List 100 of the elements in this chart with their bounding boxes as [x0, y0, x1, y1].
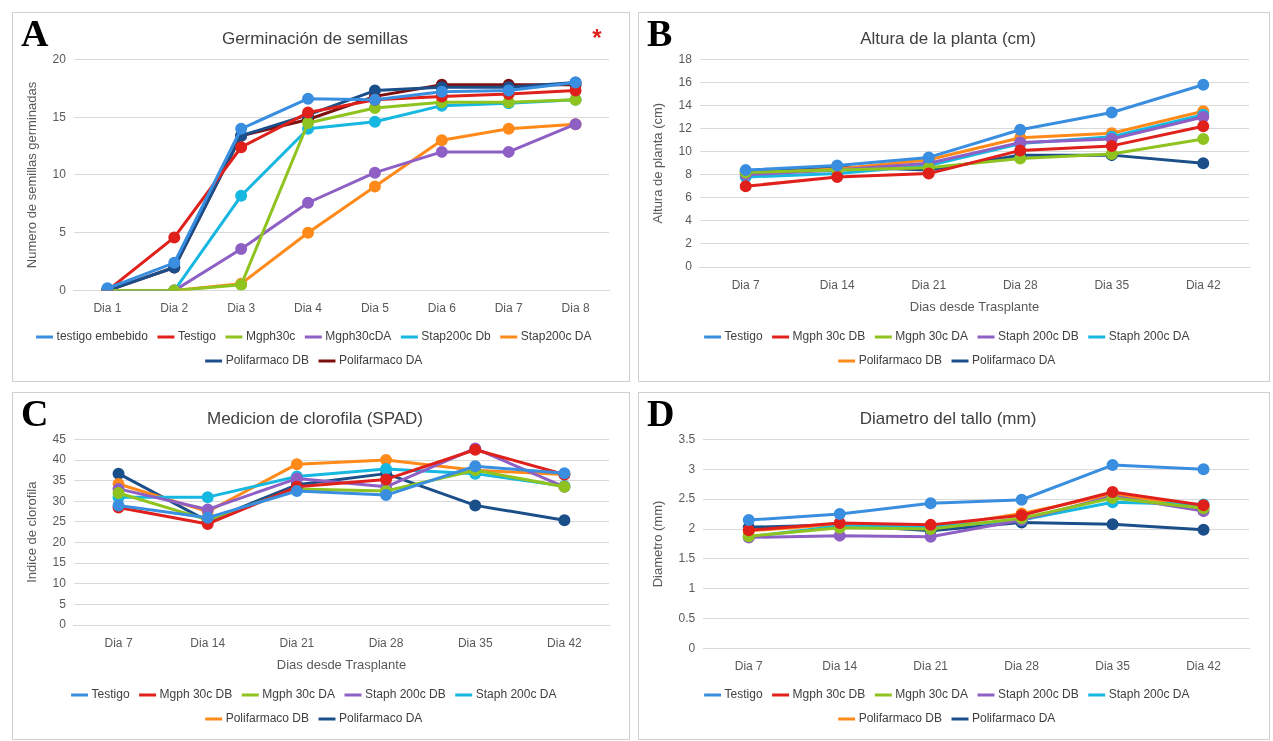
- legend-label: Mgph30c: [245, 329, 296, 344]
- legend-label: Testigo: [91, 687, 130, 702]
- legend-label: Polifarmaco DA: [339, 711, 423, 726]
- y-tick-label: 6: [685, 190, 693, 205]
- x-tick-label: Dia 42: [1186, 659, 1222, 674]
- y-tick-label: 30: [52, 493, 67, 508]
- legend-label: Staph 200c DA: [1108, 329, 1190, 344]
- legend-label: Mgph 30c DA: [895, 687, 968, 702]
- x-tick-label: Dia 21: [913, 659, 949, 674]
- legend-label: Polifarmaco DA: [339, 353, 423, 368]
- chart-title: Altura de la planta (cm): [860, 28, 1036, 48]
- x-tick-label: Dia 28: [368, 635, 404, 650]
- y-tick-label: 10: [52, 167, 67, 182]
- x-tick-label: Dia 14: [819, 277, 855, 292]
- y-tick-label: 15: [52, 555, 67, 570]
- legend-label: Testigo: [177, 329, 217, 344]
- y-tick-label: 2: [685, 236, 693, 251]
- x-tick-label: Dia 7: [104, 635, 133, 650]
- x-tick-label: Dia 7: [494, 301, 524, 316]
- text: B: [647, 11, 673, 54]
- legend-label: Mgph 30c DA: [262, 687, 335, 702]
- x-tick-label: Dia 42: [547, 635, 583, 650]
- x-axis-title: Dias desde Trasplante: [909, 298, 1040, 314]
- legend-label: Mgph30cDA: [325, 329, 392, 344]
- y-tick-label: 12: [678, 120, 693, 135]
- y-tick-label: 18: [678, 51, 693, 66]
- legend-label: Staph 200c DA: [1108, 687, 1190, 702]
- legend-label: Staph 200c DB: [998, 329, 1079, 344]
- y-tick-label: 16: [678, 74, 693, 89]
- legend-label: Staph 200c DA: [475, 687, 557, 702]
- x-tick-label: Dia 28: [1002, 277, 1038, 292]
- y-tick-label: 3.5: [678, 431, 696, 446]
- y-tick-label: 0: [59, 282, 67, 297]
- y-tick-label: 0: [59, 617, 67, 632]
- y-axis-title: Altura de planta (cm): [650, 102, 666, 224]
- y-tick-label: 4: [685, 213, 693, 228]
- y-tick-label: 20: [52, 534, 67, 549]
- chart-title: Germinación de semillas: [221, 28, 409, 48]
- legend-label: Mgph 30c DB: [159, 687, 233, 702]
- x-tick-label: Dia 8: [561, 301, 590, 316]
- y-tick-label: 5: [59, 596, 67, 611]
- text: *: [592, 23, 603, 51]
- x-tick-label: Dia 2: [160, 301, 189, 316]
- x-tick-label: Dia 6: [427, 301, 457, 316]
- legend-label: Mgph 30c DA: [895, 329, 968, 344]
- x-tick-label: Dia 21: [279, 635, 315, 650]
- legend-label: Mgph 30c DB: [792, 329, 866, 344]
- legend-label: Staph 200c DB: [365, 687, 446, 702]
- legend-label: Polifarmaco DB: [225, 711, 310, 726]
- legend-label: Stap200c Db: [421, 329, 492, 344]
- x-tick-label: Dia 35: [457, 635, 493, 650]
- y-axis-title: Diametro (mm): [650, 500, 666, 588]
- y-tick-label: 1.5: [678, 551, 696, 566]
- x-tick-label: Dia 3: [227, 301, 256, 316]
- legend-label: Testigo: [724, 329, 763, 344]
- y-tick-label: 1: [688, 581, 696, 596]
- y-tick-label: 2: [688, 521, 696, 536]
- x-tick-label: Dia 28: [1004, 659, 1040, 674]
- y-tick-label: 25: [52, 514, 67, 529]
- chart-title: Diametro del tallo (mm): [859, 408, 1037, 428]
- y-tick-label: 3: [688, 461, 696, 476]
- x-tick-label: Dia 14: [822, 659, 858, 674]
- chart-title: Medicion de clorofila (SPAD): [206, 408, 424, 428]
- x-tick-label: Dia 42: [1185, 277, 1221, 292]
- legend-label: testigo embebido: [56, 329, 149, 344]
- y-tick-label: 0: [685, 259, 693, 274]
- y-tick-label: 35: [52, 472, 67, 487]
- x-tick-label: Dia 35: [1095, 659, 1131, 674]
- text: A: [21, 11, 49, 54]
- text: D: [647, 391, 675, 434]
- x-tick-label: Dia 1: [93, 301, 122, 316]
- y-tick-label: 45: [52, 431, 67, 446]
- x-axis-title: Dias desde Trasplante: [276, 656, 407, 672]
- legend-label: Mgph 30c DB: [792, 687, 866, 702]
- x-tick-label: Dia 5: [360, 301, 390, 316]
- text: C: [21, 391, 49, 434]
- legend-label: Staph 200c DB: [998, 687, 1079, 702]
- y-tick-label: 5: [59, 225, 67, 240]
- legend-label: Stap200c DA: [520, 329, 592, 344]
- y-tick-label: 8: [685, 167, 693, 182]
- legend-label: Polifarmaco DB: [858, 353, 943, 368]
- legend-label: Polifarmaco DB: [225, 353, 310, 368]
- legend-label: Polifarmaco DB: [858, 711, 943, 726]
- x-tick-label: Dia 14: [190, 635, 226, 650]
- y-tick-label: 14: [678, 97, 693, 112]
- y-tick-label: 40: [52, 452, 67, 467]
- x-tick-label: Dia 35: [1094, 277, 1130, 292]
- y-tick-label: 10: [678, 143, 693, 158]
- x-tick-label: Dia 4: [294, 301, 323, 316]
- y-tick-label: 20: [52, 51, 67, 66]
- y-tick-label: 0.5: [678, 611, 696, 626]
- y-tick-label: 10: [52, 576, 67, 591]
- x-tick-label: Dia 7: [731, 277, 761, 292]
- y-tick-label: 0: [688, 640, 696, 655]
- y-axis-title: Indice de clorofila: [24, 480, 40, 583]
- legend-label: Polifarmaco DA: [972, 711, 1056, 726]
- y-tick-label: 2.5: [678, 491, 696, 506]
- y-axis-title: Numero de semillas germinadas: [24, 81, 40, 269]
- legend-label: Testigo: [724, 687, 763, 702]
- y-tick-label: 15: [52, 109, 67, 124]
